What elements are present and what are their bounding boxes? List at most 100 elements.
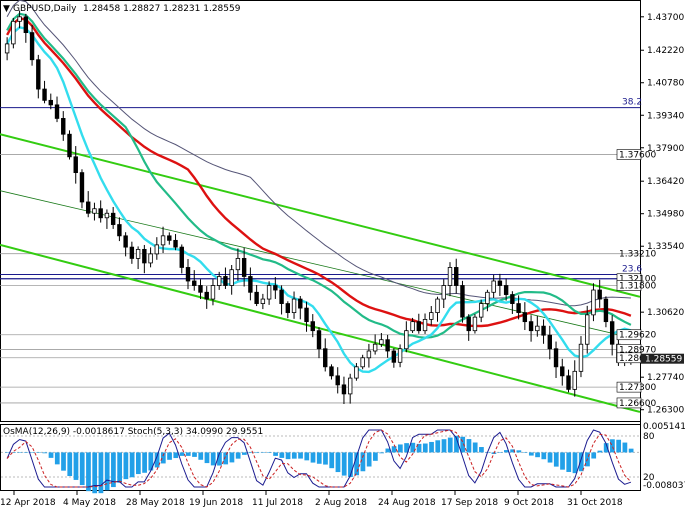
osma-bar xyxy=(572,452,578,474)
candlestick xyxy=(241,247,247,287)
candlestick xyxy=(173,234,178,251)
candle-body xyxy=(510,294,515,304)
candlestick xyxy=(578,336,584,378)
osma-bar xyxy=(472,442,478,453)
candlestick xyxy=(478,299,484,323)
osma-bar xyxy=(560,452,565,470)
candlestick xyxy=(316,327,322,359)
osma-bar xyxy=(192,452,197,457)
candle-body xyxy=(135,248,141,259)
candlestick xyxy=(560,358,565,386)
ohlc-values: 1.28458 1.28827 1.28231 1.28559 xyxy=(83,4,241,14)
osma-bar xyxy=(117,452,123,483)
candlestick xyxy=(304,301,309,332)
osma-bar xyxy=(92,452,98,494)
osma-bar xyxy=(48,452,54,458)
osma-bar xyxy=(479,447,484,453)
price-tick-label: 1.40780 xyxy=(647,79,684,89)
candle-body xyxy=(435,298,440,314)
osma-bar xyxy=(360,452,366,472)
osma-bar xyxy=(379,452,384,454)
osma-bar xyxy=(622,442,628,453)
price-level-tag-label: 1.28600 xyxy=(619,354,656,364)
osma-bar xyxy=(429,441,434,453)
candle-body xyxy=(11,20,16,45)
candlestick xyxy=(4,37,10,61)
price-level-tag-label: 1.31800 xyxy=(619,282,656,292)
price-level-tag-label: 1.29620 xyxy=(619,331,656,341)
candlestick xyxy=(466,314,471,341)
candlesticks xyxy=(4,10,634,405)
osma-bar xyxy=(173,452,179,459)
candle-body xyxy=(48,99,53,106)
candlestick xyxy=(73,146,78,184)
candle-body xyxy=(216,276,222,286)
candle-body xyxy=(173,239,178,248)
candlestick xyxy=(142,244,147,274)
candle-body xyxy=(347,377,353,395)
osma-bar xyxy=(229,452,235,463)
osma-bar xyxy=(516,450,522,453)
candlestick xyxy=(129,241,135,264)
osma-bar xyxy=(616,439,622,453)
candlestick xyxy=(179,244,184,274)
osma-bar xyxy=(104,452,110,491)
candle-body xyxy=(422,318,428,332)
osma-bar xyxy=(547,452,553,463)
candlestick xyxy=(366,343,372,368)
indicator-axis-label: -0.008037 xyxy=(643,481,685,491)
candle-body xyxy=(86,201,91,214)
price-level-tag-label: 1.26600 xyxy=(619,399,656,409)
osma-bar xyxy=(217,452,222,466)
osma-bar xyxy=(323,452,328,465)
candlestick xyxy=(541,319,546,344)
osma-bar xyxy=(148,452,154,471)
candle-body xyxy=(578,343,584,372)
candlestick xyxy=(23,13,29,43)
candle-body xyxy=(609,321,615,345)
candle-body xyxy=(385,339,390,352)
price-level-tag: 1.27300 xyxy=(616,381,656,393)
osma-bar xyxy=(223,452,229,465)
osma-bar xyxy=(266,452,272,453)
osma-bar xyxy=(348,452,353,478)
osma-bar xyxy=(329,452,335,469)
candle-body xyxy=(410,321,415,332)
candlestick xyxy=(42,80,47,104)
osma-bar xyxy=(73,452,79,480)
osma-bar xyxy=(11,452,16,453)
osma-bar xyxy=(591,452,597,459)
candlestick xyxy=(254,285,259,307)
candlestick xyxy=(117,217,122,242)
candlestick xyxy=(385,334,390,358)
osma-bar xyxy=(391,446,397,453)
candlestick xyxy=(447,262,453,297)
candle-body xyxy=(67,133,72,158)
candle-body xyxy=(597,289,602,300)
candlestick xyxy=(522,302,528,331)
candlestick xyxy=(291,291,297,319)
candlestick xyxy=(379,332,384,347)
current-price-box xyxy=(641,353,684,364)
candle-body xyxy=(404,330,409,350)
candle-body xyxy=(185,267,191,282)
candlestick xyxy=(48,93,53,110)
osma-bar xyxy=(5,452,10,453)
candle-body xyxy=(560,366,565,377)
price-tick-label: 1.34980 xyxy=(647,210,684,220)
osma-bar xyxy=(441,439,447,453)
time-tick-label: 28 May 2018 xyxy=(126,498,185,508)
candlestick xyxy=(585,305,590,354)
candlestick xyxy=(248,267,253,301)
candle-body xyxy=(528,321,534,332)
osma-bar xyxy=(23,452,29,453)
osma-bar xyxy=(553,452,559,467)
dropdown-triangle-icon[interactable]: ▼ xyxy=(3,4,10,14)
osma-bar xyxy=(566,452,572,472)
candlestick xyxy=(104,209,110,229)
osma-bar xyxy=(279,452,285,458)
osma-bar xyxy=(535,452,540,458)
candle-body xyxy=(192,280,197,286)
